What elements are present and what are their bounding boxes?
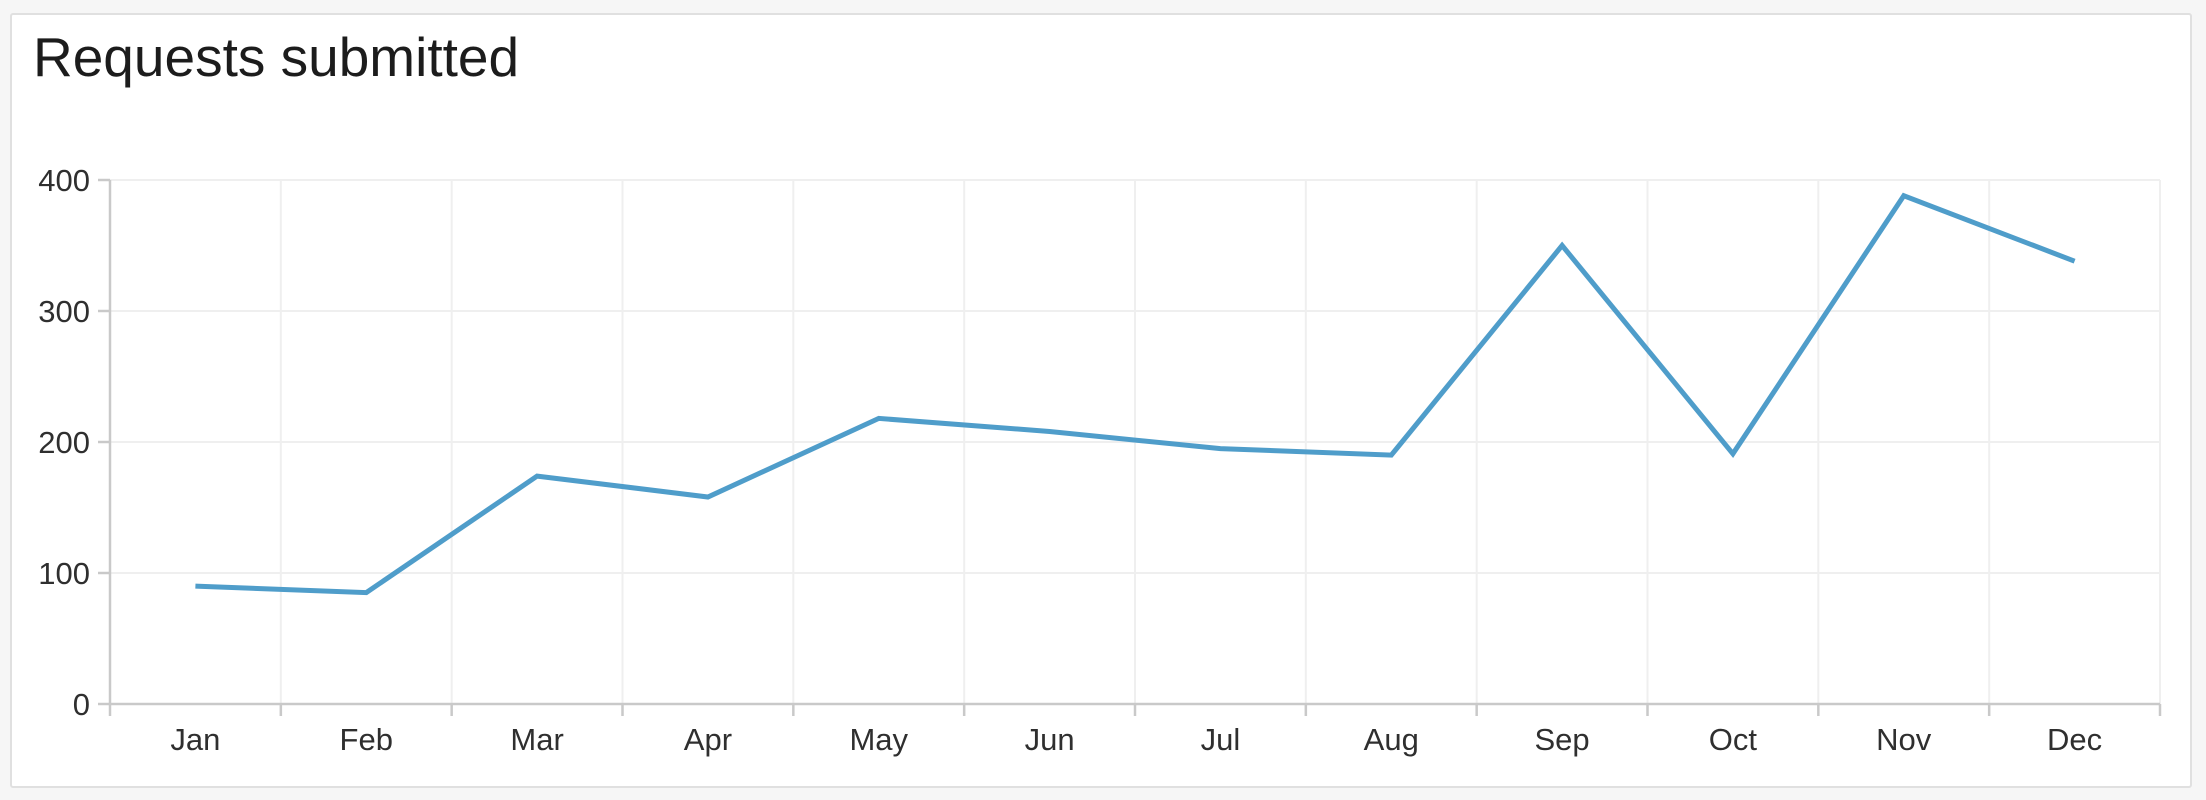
x-tick-label: Jun [1025, 722, 1075, 757]
chart-title: Requests submitted [33, 26, 520, 88]
x-tick-label: May [849, 722, 908, 757]
y-tick-label: 0 [73, 687, 90, 722]
data-line-requests-submitted [195, 192, 2076, 596]
x-tick-label: Jul [1201, 722, 1241, 757]
x-tick-label: Nov [1876, 722, 1932, 757]
x-tick-label: Sep [1534, 722, 1589, 757]
x-tick-label: Mar [510, 722, 563, 757]
x-tick-label: Aug [1364, 722, 1419, 757]
chart-card [10, 13, 2192, 788]
x-tick-label: Dec [2047, 722, 2102, 757]
x-tick-label: Apr [684, 722, 732, 757]
x-tick-label: Feb [340, 722, 393, 757]
y-tick-label: 100 [38, 556, 90, 591]
y-tick-label: 300 [38, 294, 90, 329]
y-tick-label: 200 [38, 425, 90, 460]
y-tick-label: 400 [38, 163, 90, 198]
x-tick-label: Jan [170, 722, 220, 757]
x-tick-label: Oct [1709, 722, 1758, 757]
